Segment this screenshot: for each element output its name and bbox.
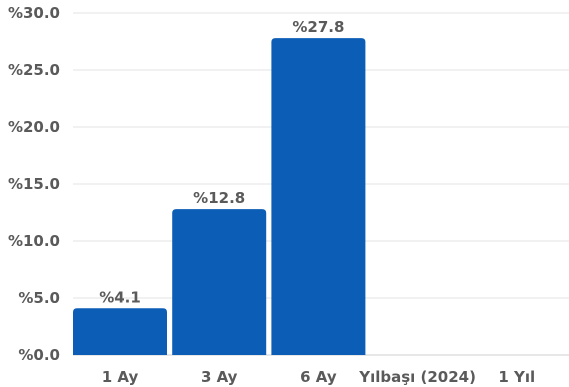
y-tick-label: %0.0 <box>18 346 60 364</box>
x-tick-label: 6 Ay <box>300 368 337 386</box>
y-tick-label: %10.0 <box>8 232 60 250</box>
y-tick-label: %5.0 <box>18 289 60 307</box>
x-axis-ticks: 1 Ay 3 Ay 6 Ay Yılbaşı (2024) 1 Yıl <box>102 368 535 386</box>
data-label: %12.8 <box>193 189 245 207</box>
data-labels: %4.1 %12.8 %27.8 <box>99 18 344 306</box>
y-tick-label: %25.0 <box>8 61 60 79</box>
x-tick-label: Yılbaşı (2024) <box>358 368 476 386</box>
y-tick-label: %20.0 <box>8 118 60 136</box>
x-tick-label: 3 Ay <box>201 368 238 386</box>
bar-3 <box>271 38 366 355</box>
x-tick-label: 1 Yıl <box>498 368 535 386</box>
y-tick-label: %30.0 <box>8 4 60 22</box>
y-tick-label: %15.0 <box>8 175 60 193</box>
bars <box>73 38 366 355</box>
y-axis-ticks: %0.0 %5.0 %10.0 %15.0 %20.0 %25.0 %30.0 <box>8 4 60 364</box>
bar-1 <box>73 308 167 355</box>
x-tick-label: 1 Ay <box>102 368 139 386</box>
data-label: %27.8 <box>292 18 344 36</box>
data-label: %4.1 <box>99 288 141 306</box>
bar-2 <box>172 209 267 355</box>
